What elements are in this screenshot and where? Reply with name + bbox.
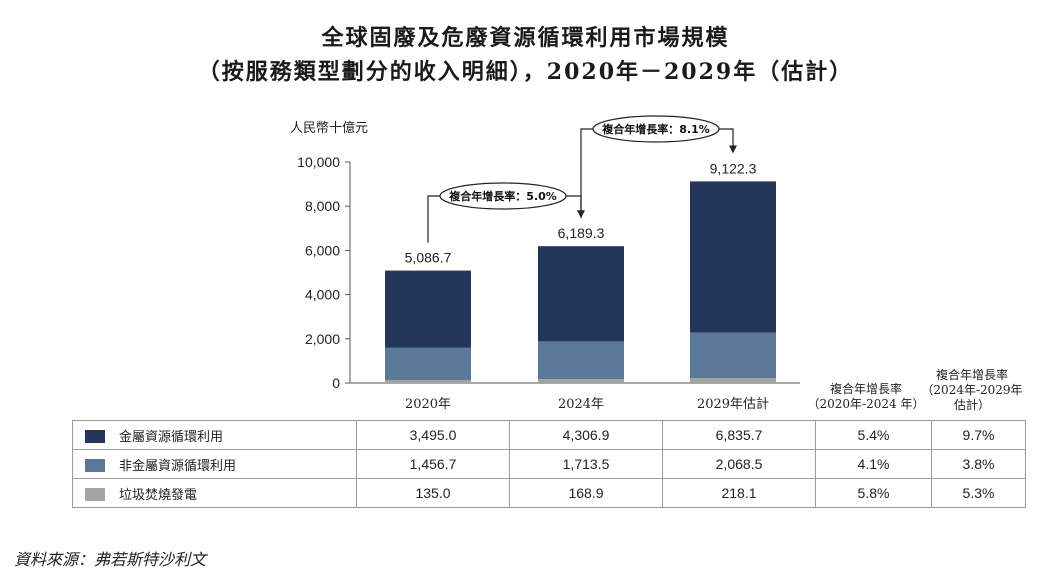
chart-title: 全球固廢及危廢資源循環利用市場規模 <box>321 25 730 51</box>
series-name-cell: 垃圾焚燒發電 <box>72 478 357 508</box>
data-table: 金屬資源循環利用 3,495.0 4,306.9 6,835.7 5.4% 9.… <box>72 420 1026 508</box>
bar-segment <box>385 270 471 348</box>
cagr-bubble <box>592 115 720 143</box>
cagr-2024-2029: 9.7% <box>931 420 1026 450</box>
cagr-arrow <box>580 128 733 219</box>
bar-total-label: 5,086.7 <box>405 250 452 266</box>
source-note: 資料來源：弗若斯特沙利文 <box>14 550 207 569</box>
cagr-bubble <box>439 182 567 210</box>
cagr-2024-2029: 5.3% <box>931 478 1026 508</box>
cagr-header-2024-2029: 複合年增長率 <box>936 367 1008 382</box>
table-row: 垃圾焚燒發電 135.0 168.9 218.1 5.8% 5.3% <box>72 478 1026 508</box>
chart-subtitle: （按服務類型劃分的收入明細），2020年－2029年（估計） <box>197 59 854 85</box>
cagr-2020-2024: 5.8% <box>815 478 932 508</box>
value-2029: 2,068.5 <box>662 449 816 479</box>
y-tick-label: 0 <box>332 375 340 391</box>
bar-segment <box>385 347 471 381</box>
cagr-2020-2024: 4.1% <box>815 449 932 479</box>
table-row: 非金屬資源循環利用 1,456.7 1,713.5 2,068.5 4.1% 3… <box>72 449 1026 479</box>
value-2020: 1,456.7 <box>356 449 510 479</box>
cagr-2024-2029: 3.8% <box>931 449 1026 479</box>
value-2020: 3,495.0 <box>356 420 510 450</box>
x-category-label: 2024年 <box>558 397 604 412</box>
y-tick-label: 10,000 <box>297 154 340 170</box>
bar-total-label: 6,189.3 <box>558 225 605 241</box>
y-tick-label: 6,000 <box>305 242 340 258</box>
series-label: 金屬資源循環利用 <box>119 429 224 445</box>
metal-swatch <box>85 429 105 443</box>
y-tick-label: 4,000 <box>305 287 340 303</box>
cagr-label: 複合年增長率：5.0% <box>448 189 557 203</box>
y-axis-unit-label: 人民幣十億元 <box>290 120 368 136</box>
cagr-header-2024-2029: 估計） <box>954 397 990 412</box>
table-row: 金屬資源循環利用 3,495.0 4,306.9 6,835.7 5.4% 9.… <box>72 420 1026 450</box>
y-tick-label: 2,000 <box>305 331 340 347</box>
bar-segment <box>690 181 776 333</box>
series-label: 非金屬資源循環利用 <box>119 458 237 474</box>
x-category-label: 2029年估計 <box>697 396 769 412</box>
bar-total-label: 9,122.3 <box>710 160 757 176</box>
bar-segment <box>385 380 471 383</box>
bar-segment <box>690 378 776 383</box>
cagr-2020-2024: 5.4% <box>815 420 932 450</box>
bar-segment <box>538 246 624 342</box>
value-2029: 218.1 <box>662 478 816 508</box>
nonmetal-swatch <box>85 458 105 472</box>
series-label: 垃圾焚燒發電 <box>119 487 198 503</box>
value-2024: 1,713.5 <box>509 449 663 479</box>
stacked-bar-chart: 人民幣十億元 0 2,000 4,000 6,000 8,000 10,000 5,086.7… <box>290 115 1023 412</box>
bar-segment <box>538 341 624 380</box>
incineration-swatch <box>85 487 105 501</box>
value-2020: 135.0 <box>356 478 510 508</box>
series-name-cell: 非金屬資源循環利用 <box>72 449 357 479</box>
series-name-cell: 金屬資源循環利用 <box>72 420 357 450</box>
bar-segment <box>538 379 624 383</box>
bar-segment <box>690 332 776 379</box>
cagr-header-2020-2024: （2020年-2024 年） <box>808 397 925 411</box>
x-category-label: 2020年 <box>405 397 451 412</box>
cagr-header-2024-2029: （2024年-2029年 <box>921 383 1022 397</box>
cagr-header-2020-2024: 複合年增長率 <box>830 381 902 396</box>
value-2029: 6,835.7 <box>662 420 816 450</box>
value-2024: 168.9 <box>509 478 663 508</box>
cagr-label: 複合年增長率：8.1% <box>601 122 710 136</box>
value-2024: 4,306.9 <box>509 420 663 450</box>
y-tick-label: 8,000 <box>305 198 340 214</box>
